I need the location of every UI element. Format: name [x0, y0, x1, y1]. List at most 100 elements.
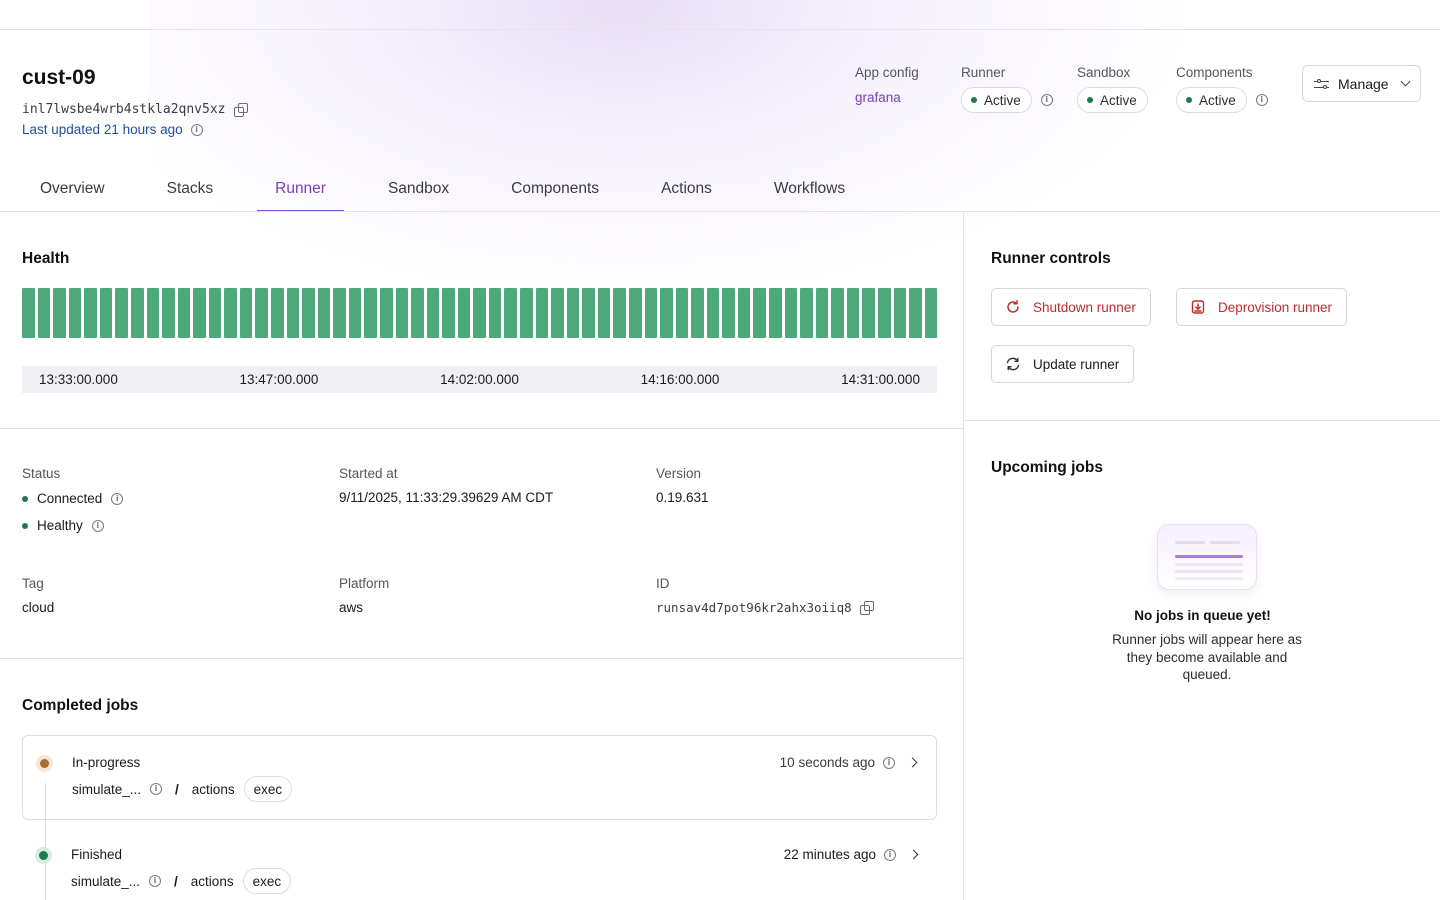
health-bar[interactable]: [302, 288, 315, 338]
chevron-right-icon[interactable]: [907, 757, 918, 768]
health-bar[interactable]: [924, 288, 938, 338]
copy-icon[interactable]: [233, 103, 248, 117]
timeline-tick-label: 14:31:00.000: [841, 372, 920, 387]
health-bar[interactable]: [893, 288, 907, 338]
archive-down-icon: [1189, 298, 1207, 316]
copy-icon[interactable]: [859, 601, 874, 615]
health-bar[interactable]: [769, 288, 782, 338]
job-name: simulate_...: [72, 781, 142, 797]
health-bar[interactable]: [411, 288, 424, 338]
tab-overview[interactable]: Overview: [40, 180, 105, 197]
deprovision-runner-button[interactable]: Deprovision runner: [1176, 288, 1348, 326]
health-bar[interactable]: [737, 288, 751, 338]
health-bar[interactable]: [862, 288, 875, 338]
runner-status-badge[interactable]: Active: [961, 87, 1032, 113]
info-icon[interactable]: i: [883, 756, 895, 769]
health-bar[interactable]: [628, 288, 642, 338]
health-bar[interactable]: [722, 288, 735, 338]
health-bar[interactable]: [442, 288, 455, 338]
health-bar[interactable]: [909, 288, 922, 338]
health-bar[interactable]: [395, 288, 409, 338]
sandbox-status-text: Active: [1100, 92, 1137, 108]
info-icon[interactable]: i: [1040, 94, 1053, 106]
tab-components[interactable]: Components: [511, 180, 600, 197]
tab-actions[interactable]: Actions: [661, 180, 712, 197]
health-bar[interactable]: [520, 288, 533, 338]
app-config-link[interactable]: grafana: [855, 90, 901, 105]
info-icon[interactable]: i: [149, 875, 162, 887]
health-bar[interactable]: [255, 288, 268, 338]
health-bar[interactable]: [675, 288, 689, 338]
runner-controls-title: Runner controls: [991, 250, 1111, 267]
job-card[interactable]: In-progress simulate_... i / actions exe…: [22, 735, 937, 820]
health-bar[interactable]: [364, 288, 377, 338]
status-field: Status Connected i Healthy i: [22, 466, 124, 533]
manage-button[interactable]: Manage: [1302, 65, 1421, 102]
health-bar[interactable]: [706, 288, 720, 338]
info-icon[interactable]: i: [91, 519, 104, 532]
info-icon[interactable]: i: [190, 123, 203, 136]
job-timeline-line: [45, 783, 46, 900]
started-at-label: Started at: [339, 466, 398, 481]
health-bar[interactable]: [317, 288, 331, 338]
info-icon[interactable]: i: [884, 848, 896, 861]
health-bar[interactable]: [348, 288, 362, 338]
health-bar[interactable]: [162, 288, 175, 338]
health-bar[interactable]: [644, 288, 658, 338]
health-bar[interactable]: [146, 288, 160, 338]
health-bar[interactable]: [691, 288, 704, 338]
health-bar[interactable]: [426, 288, 440, 338]
health-bar[interactable]: [877, 288, 891, 338]
health-bar[interactable]: [784, 288, 798, 338]
tab-sandbox[interactable]: Sandbox: [387, 180, 450, 197]
health-bar[interactable]: [566, 288, 580, 338]
health-bar[interactable]: [84, 288, 97, 338]
health-bar[interactable]: [800, 288, 813, 338]
health-bar[interactable]: [582, 288, 595, 338]
health-bar[interactable]: [504, 288, 517, 338]
health-bar[interactable]: [37, 288, 51, 338]
health-bar[interactable]: [286, 288, 300, 338]
info-icon[interactable]: i: [111, 492, 124, 505]
runner-main-panel: Health 13:33:00.000 13:47:00.000 14:02:00.…: [0, 212, 963, 900]
health-bar[interactable]: [660, 288, 673, 338]
health-bar[interactable]: [208, 288, 222, 338]
health-bar[interactable]: [457, 288, 471, 338]
health-bar[interactable]: [53, 288, 66, 338]
info-icon[interactable]: i: [1255, 94, 1268, 106]
health-bar[interactable]: [115, 288, 128, 338]
health-bar[interactable]: [831, 288, 844, 338]
health-bar[interactable]: [271, 288, 284, 338]
health-bar[interactable]: [488, 288, 502, 338]
health-bar[interactable]: [68, 288, 82, 338]
components-status-badge[interactable]: Active: [1176, 87, 1247, 113]
health-bar[interactable]: [379, 288, 393, 338]
info-icon[interactable]: i: [150, 783, 163, 795]
health-bar[interactable]: [99, 288, 113, 338]
started-at-field: Started at 9/11/2025, 11:33:29.39629 AM …: [339, 466, 553, 505]
tab-workflows[interactable]: Workflows: [773, 180, 846, 197]
health-bar[interactable]: [597, 288, 611, 338]
health-bar[interactable]: [22, 288, 35, 338]
health-bar[interactable]: [239, 288, 253, 338]
shutdown-runner-button[interactable]: Shutdown runner: [991, 288, 1151, 326]
health-bar[interactable]: [753, 288, 766, 338]
health-bar[interactable]: [130, 288, 144, 338]
health-bar[interactable]: [613, 288, 626, 338]
health-bar[interactable]: [224, 288, 237, 338]
tab-runner[interactable]: Runner: [257, 168, 344, 212]
health-bar[interactable]: [535, 288, 549, 338]
chevron-right-icon[interactable]: [908, 849, 919, 860]
job-card[interactable]: Finished simulate_... i / actions exec 2…: [22, 828, 937, 900]
health-bar[interactable]: [177, 288, 191, 338]
tab-stacks[interactable]: Stacks: [166, 180, 214, 197]
health-bar[interactable]: [333, 288, 346, 338]
health-bar[interactable]: [815, 288, 829, 338]
health-title: Health: [22, 250, 70, 267]
health-bar[interactable]: [551, 288, 564, 338]
health-bar[interactable]: [846, 288, 860, 338]
health-bar[interactable]: [193, 288, 206, 338]
update-runner-button[interactable]: Update runner: [991, 345, 1135, 383]
sandbox-status-badge[interactable]: Active: [1077, 87, 1148, 113]
health-bar[interactable]: [473, 288, 486, 338]
